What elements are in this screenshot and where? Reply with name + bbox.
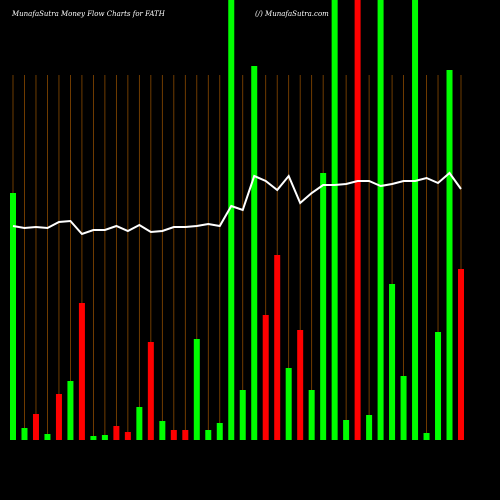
bar — [389, 284, 396, 440]
bar — [435, 332, 442, 440]
bar — [216, 423, 223, 440]
bar — [78, 303, 85, 440]
bar — [251, 66, 258, 440]
bar — [239, 390, 246, 440]
bar — [354, 0, 361, 440]
bar — [343, 420, 350, 440]
bar — [124, 432, 131, 440]
bar — [90, 436, 97, 440]
bar — [67, 381, 74, 440]
bar — [377, 0, 384, 440]
chart-title: MunafaSutra Money Flow Charts for FATH — [11, 10, 166, 18]
bar — [32, 414, 39, 440]
bar — [446, 70, 453, 440]
bar — [320, 173, 327, 440]
bar — [55, 394, 62, 440]
bar — [170, 430, 177, 440]
bar — [21, 428, 28, 440]
bar — [331, 0, 338, 440]
bar — [366, 415, 373, 440]
bar — [274, 255, 281, 440]
bar — [228, 0, 235, 440]
bar — [262, 315, 269, 440]
bar — [285, 368, 292, 440]
bar — [205, 430, 212, 440]
bar — [182, 430, 189, 440]
bar — [423, 433, 430, 440]
bar — [193, 339, 200, 440]
bar — [147, 342, 154, 440]
bar — [136, 407, 143, 440]
bar — [101, 435, 108, 440]
bar — [412, 0, 419, 440]
bar — [458, 269, 464, 440]
bar — [44, 434, 51, 440]
bar — [159, 421, 166, 440]
bar — [400, 376, 407, 440]
bar — [297, 330, 304, 440]
bars — [10, 0, 464, 440]
money-flow-line — [12, 171, 462, 236]
bar — [113, 426, 120, 440]
chart-subtitle: (/) MunafaSutra.com — [255, 10, 329, 18]
bar — [10, 193, 16, 440]
bar — [308, 390, 315, 440]
